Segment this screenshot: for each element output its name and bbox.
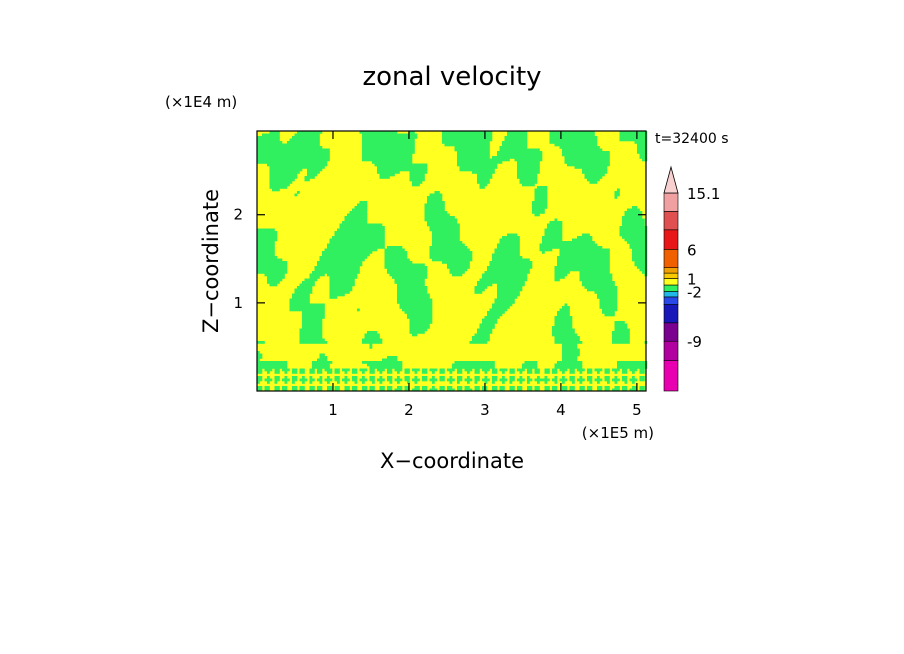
- chart-title: zonal velocity: [362, 62, 541, 92]
- colorbar-band: [663, 322, 679, 342]
- x-axis-ticks: 1 2 3 4 5: [328, 131, 642, 419]
- colorbar-band: [663, 360, 679, 392]
- colorbar-band: [663, 278, 679, 286]
- x-axis-unit: (×1E5 m): [582, 424, 654, 442]
- x-tick-label: 1: [328, 401, 338, 419]
- colorbar-band: [663, 304, 679, 324]
- y-axis-ticks: 12: [233, 206, 646, 312]
- colorbar-band: [663, 291, 679, 298]
- colorbar-label: -2: [687, 284, 702, 302]
- colorbar-label: 15.1: [687, 185, 720, 203]
- colorbar-band: [663, 284, 679, 292]
- velocity-field: [257, 131, 648, 392]
- x-axis-label: X−coordinate: [380, 449, 524, 473]
- colorbar-band: [663, 211, 679, 231]
- y-tick-label: 1: [233, 294, 243, 312]
- x-tick-label: 2: [404, 401, 414, 419]
- y-tick-label: 2: [233, 206, 243, 224]
- x-tick-label: 3: [480, 401, 490, 419]
- colorbar-band: [663, 340, 679, 362]
- y-axis-unit: (×1E4 m): [165, 93, 237, 111]
- colorbar-label: -9: [687, 333, 702, 351]
- colorbar: -9 -21 6 15.1: [663, 165, 720, 392]
- colorbar-label: 6: [687, 241, 697, 259]
- y-axis-label: Z−coordinate: [199, 189, 223, 333]
- colorbar-band: [663, 267, 679, 274]
- colorbar-extend-arrow: [663, 165, 679, 194]
- colorbar-band: [663, 296, 679, 305]
- plot-frame: [256, 130, 647, 392]
- time-label: t=32400 s: [655, 131, 729, 147]
- x-tick-label: 4: [556, 401, 566, 419]
- colorbar-band: [663, 272, 679, 279]
- colorbar-label: 1: [687, 271, 697, 289]
- colorbar-band: [663, 229, 679, 250]
- colorbar-band: [663, 192, 679, 212]
- colorbar-band: [663, 249, 679, 269]
- x-tick-label: 5: [632, 401, 642, 419]
